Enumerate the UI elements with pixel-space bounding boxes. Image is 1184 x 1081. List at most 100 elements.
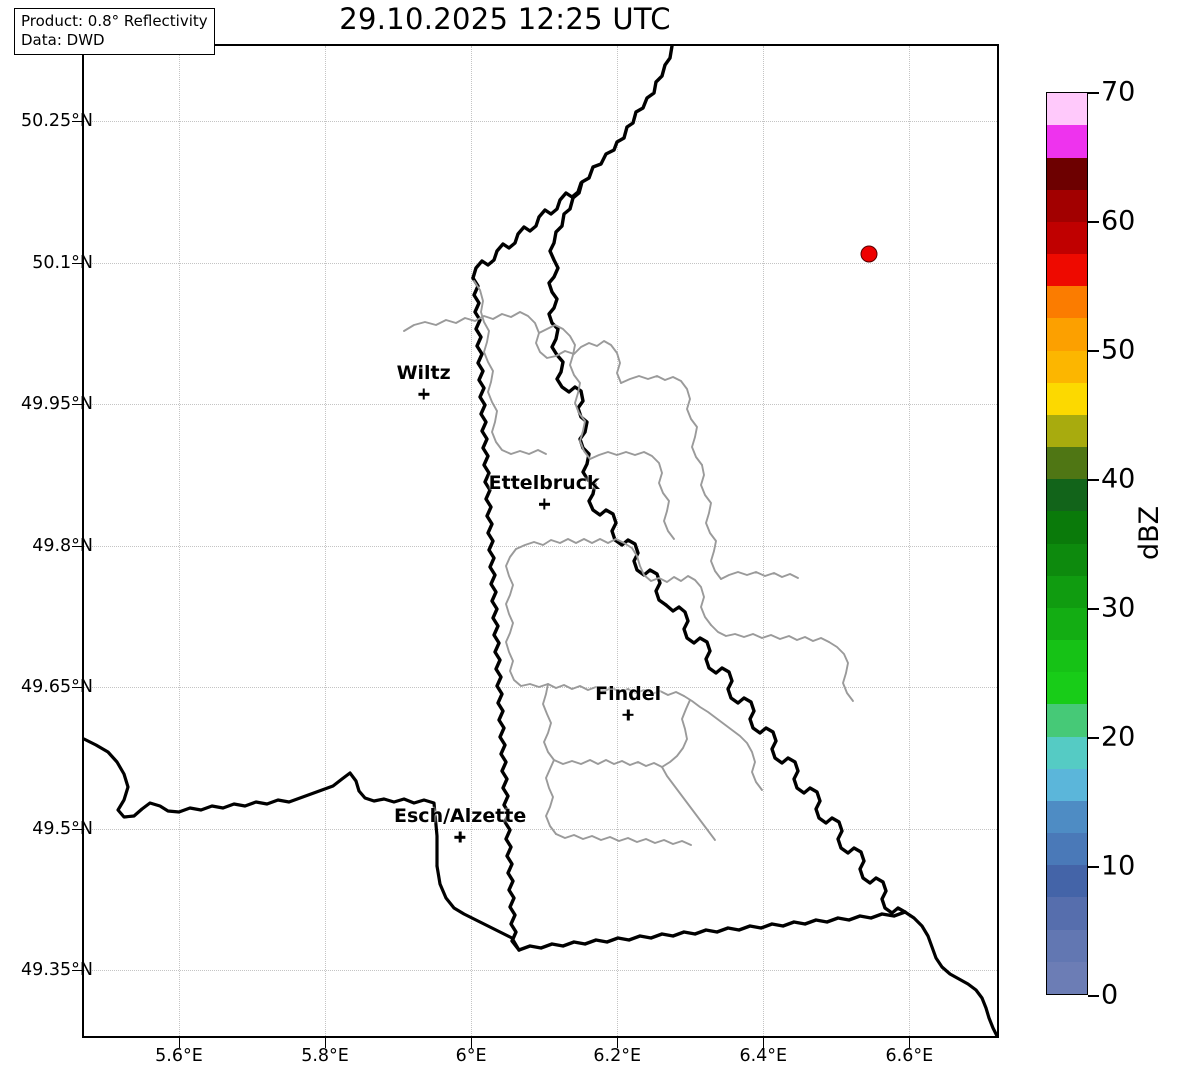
colorbar-band	[1047, 929, 1087, 962]
colorbar-band	[1047, 768, 1087, 801]
colorbar-band	[1047, 640, 1087, 673]
y-axis-label: 50.1°N	[32, 252, 93, 273]
colorbar-tick	[1088, 995, 1099, 997]
x-axis-tick	[325, 1038, 327, 1048]
colorbar-band	[1047, 607, 1087, 641]
y-axis-label: 49.65°N	[21, 677, 93, 698]
gridline-vertical	[909, 46, 911, 1036]
colorbar-title: dBZ	[1134, 505, 1165, 560]
y-axis-tick	[72, 687, 82, 689]
city-label-ettelbruck: Ettelbruck	[489, 474, 600, 511]
foreign-border-paths	[84, 737, 997, 1036]
city-name: Wiltz	[396, 362, 451, 385]
x-axis-label: 6.6°E	[885, 1046, 934, 1066]
colorbar-tick-label: 40	[1101, 463, 1136, 495]
product-info-box: Product: 0.8° Reflectivity Data: DWD	[14, 8, 215, 56]
colorbar-band	[1047, 865, 1087, 898]
colorbar-band	[1047, 543, 1087, 576]
y-axis-tick	[72, 828, 82, 830]
y-axis-tick	[72, 545, 82, 547]
y-axis-tick	[72, 970, 82, 971]
product-line: Product: 0.8° Reflectivity	[21, 12, 208, 30]
colorbar-band	[1047, 479, 1087, 512]
radar-site-icon[interactable]	[860, 245, 878, 263]
city-name: Ettelbruck	[488, 472, 600, 495]
x-axis-tick	[471, 1038, 473, 1048]
colorbar-band	[1047, 575, 1087, 608]
gridline-horizontal	[84, 545, 997, 547]
x-axis-label: 5.8°E	[301, 1046, 349, 1066]
city-name: Findel	[595, 682, 662, 705]
colorbar-band	[1047, 736, 1087, 769]
colorbar-tick-label: 50	[1101, 334, 1136, 366]
gridline-horizontal	[84, 970, 997, 971]
y-axis-label: 50.25°N	[21, 111, 93, 132]
city-label-wiltz: Wiltz	[397, 364, 451, 401]
colorbar-band	[1047, 511, 1087, 544]
y-axis-label: 49.8°N	[32, 535, 93, 556]
y-axis-tick	[72, 262, 82, 264]
colorbar-tick-label: 70	[1101, 76, 1136, 108]
city-label-findel: Findel	[595, 682, 662, 722]
district-border-paths	[403, 280, 854, 846]
y-axis-label: 49.35°N	[21, 960, 93, 980]
colorbar-band	[1047, 447, 1087, 480]
gridline-horizontal	[84, 121, 997, 123]
colorbar-band	[1047, 189, 1087, 222]
plot-inner: Wiltz Ettelbruck Findel Esch/Alzette	[84, 46, 997, 1036]
gridline-vertical	[471, 46, 473, 1036]
x-axis-tick	[909, 1038, 911, 1048]
colorbar-band	[1047, 350, 1087, 383]
y-axis-tick	[72, 404, 82, 406]
colorbar-band	[1047, 286, 1087, 319]
colorbar-tick	[1088, 221, 1099, 223]
colorbar-band	[1047, 318, 1087, 351]
colorbar-tick	[1088, 92, 1099, 94]
city-marker-cross-icon	[394, 830, 526, 844]
x-axis-label: 6.4°E	[739, 1046, 788, 1066]
gridline-vertical	[763, 46, 765, 1036]
colorbar-band	[1047, 221, 1087, 255]
colorbar-band	[1047, 704, 1087, 737]
x-axis-tick	[617, 1038, 619, 1048]
colorbar-band	[1047, 125, 1087, 158]
x-axis-tick	[178, 1038, 180, 1048]
colorbar-tick-label: 30	[1101, 592, 1136, 624]
map-geometry	[84, 46, 997, 1036]
radar-map-plot[interactable]: Wiltz Ettelbruck Findel Esch/Alzette	[82, 44, 999, 1038]
colorbar-tick-label: 60	[1101, 205, 1136, 237]
colorbar-band	[1047, 897, 1087, 930]
city-label-esch-alzette: Esch/Alzette	[394, 807, 526, 844]
x-axis-label: 6.2°E	[593, 1046, 642, 1066]
y-axis-label: 49.95°N	[21, 394, 93, 415]
colorbar-band	[1047, 800, 1087, 834]
data-source-line: Data: DWD	[21, 31, 105, 50]
colorbar-tick	[1088, 608, 1099, 610]
colorbar-band	[1047, 157, 1087, 190]
x-axis-label: 6°E	[455, 1046, 487, 1066]
gridline-horizontal	[84, 404, 997, 406]
city-name: Esch/Alzette	[394, 805, 527, 828]
gridline-vertical	[325, 46, 327, 1036]
colorbar-tick	[1088, 866, 1099, 868]
city-marker-cross-icon	[489, 497, 600, 511]
gridline-vertical	[178, 46, 180, 1036]
colorbar-tick-label: 10	[1101, 850, 1136, 882]
colorbar-tick	[1088, 737, 1099, 739]
x-axis-tick	[763, 1038, 765, 1048]
y-axis-tick	[72, 121, 82, 123]
x-axis-label: 5.6°E	[155, 1046, 203, 1066]
gridline-horizontal	[84, 262, 997, 264]
colorbar-band	[1047, 672, 1087, 705]
colorbar-tick-label: 0	[1101, 979, 1119, 1011]
y-axis-label: 49.5°N	[32, 818, 93, 839]
colorbar-tick	[1088, 479, 1099, 481]
colorbar[interactable]	[1046, 92, 1088, 995]
colorbar-band	[1047, 93, 1087, 126]
gridline-horizontal	[84, 828, 997, 830]
colorbar-tick	[1088, 350, 1099, 352]
gridline-horizontal	[84, 687, 997, 689]
city-marker-cross-icon	[397, 387, 451, 401]
city-marker-cross-icon	[595, 708, 661, 722]
colorbar-band	[1047, 254, 1087, 287]
